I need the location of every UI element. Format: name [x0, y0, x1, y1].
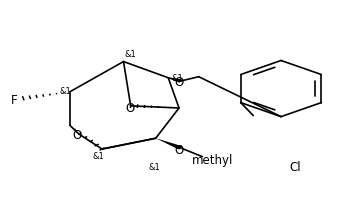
Polygon shape: [156, 138, 183, 150]
Polygon shape: [168, 78, 182, 83]
Text: F: F: [11, 94, 18, 107]
Text: Cl: Cl: [290, 161, 301, 174]
Text: O: O: [72, 129, 82, 142]
Text: &1: &1: [93, 152, 104, 161]
Text: O: O: [125, 102, 135, 115]
Text: &1: &1: [148, 163, 160, 172]
Text: O: O: [174, 144, 184, 157]
Text: &1: &1: [59, 87, 71, 96]
Text: O: O: [174, 76, 184, 89]
Text: methyl: methyl: [192, 154, 234, 167]
Text: &1: &1: [171, 74, 183, 83]
Text: &1: &1: [125, 50, 136, 59]
